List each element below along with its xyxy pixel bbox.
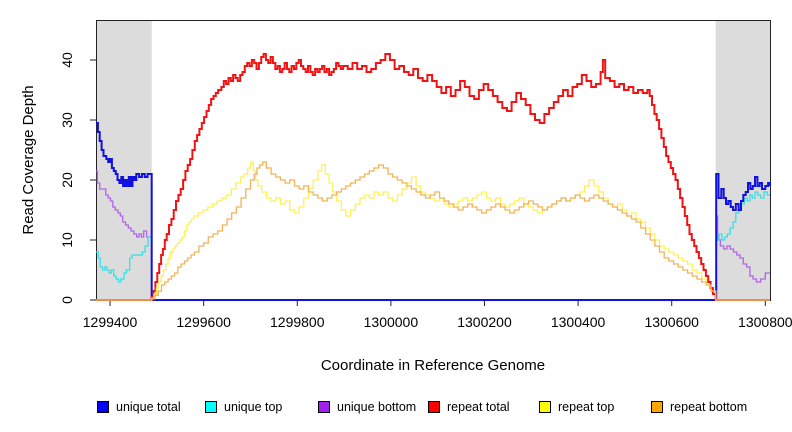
- legend-swatch: [539, 401, 551, 413]
- x-tick-label: 1300800: [738, 314, 792, 330]
- x-tick-label: 1299400: [82, 314, 138, 330]
- legend-swatch: [318, 401, 330, 413]
- legend-swatch: [651, 401, 663, 413]
- x-tick-label: 1299800: [269, 314, 325, 330]
- x-tick-label: 1300200: [457, 314, 512, 330]
- series-repeat-bottom: [96, 161, 770, 301]
- x-tick-label: 1299600: [176, 314, 231, 330]
- x-tick-label: 1300400: [550, 314, 606, 330]
- y-tick-label: 40: [59, 52, 75, 68]
- legend-label: unique bottom: [337, 400, 417, 414]
- legend-item: repeat top: [539, 400, 614, 414]
- legend-label: repeat bottom: [670, 400, 748, 414]
- legend-item: unique top: [205, 400, 282, 414]
- legend-item: repeat total: [428, 400, 510, 414]
- legend-swatch: [97, 401, 109, 413]
- x-tick-label: 1300600: [644, 314, 699, 330]
- legend-label: unique top: [224, 400, 283, 414]
- shaded-region: [96, 20, 152, 300]
- legend-label: repeat top: [558, 400, 615, 414]
- legend-item: unique total: [97, 400, 181, 414]
- y-axis-title: Read Coverage Depth: [20, 85, 37, 235]
- y-tick-label: 0: [59, 296, 75, 304]
- y-tick-label: 20: [59, 172, 75, 188]
- series-unique-total: [96, 122, 771, 301]
- x-tick-label: 1300000: [363, 314, 419, 330]
- series-repeat-total: [96, 53, 770, 301]
- legend-label: unique total: [116, 400, 181, 414]
- series-repeat-top: [96, 161, 770, 301]
- series-unique-bottom: [96, 170, 770, 301]
- y-tick-label: 30: [59, 112, 75, 128]
- series-unique-top: [96, 191, 770, 301]
- y-tick-label: 10: [59, 232, 75, 248]
- legend-label: repeat total: [447, 400, 510, 414]
- x-axis-title: Coordinate in Reference Genome: [320, 357, 546, 374]
- legend-item: unique bottom: [318, 400, 416, 414]
- legend-swatch: [205, 401, 217, 413]
- legend-swatch: [428, 401, 440, 413]
- legend-item: repeat bottom: [651, 400, 747, 414]
- shaded-region: [715, 20, 770, 300]
